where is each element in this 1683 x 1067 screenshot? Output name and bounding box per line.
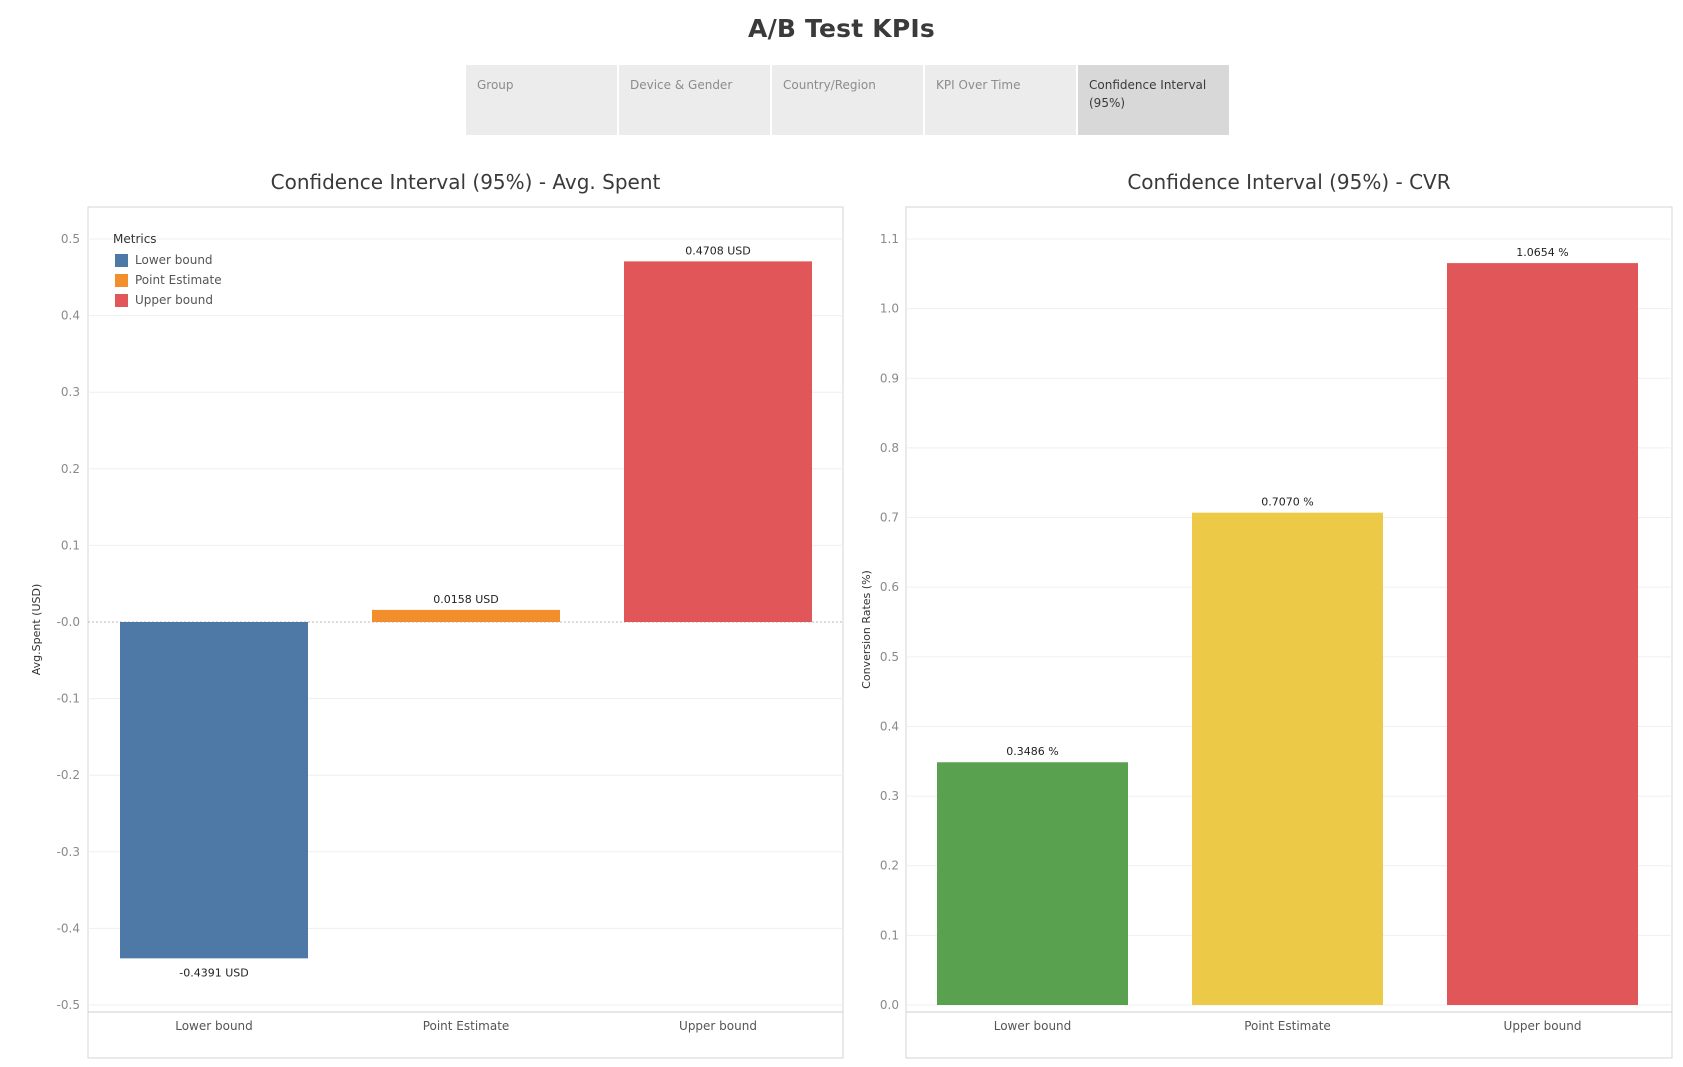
chart-title-avg-spent: Confidence Interval (95%) - Avg. Spent — [270, 170, 661, 194]
y-tick-label: 0.4 — [880, 719, 899, 733]
data-label: 0.3486 % — [1006, 745, 1058, 758]
bar-upper-bound — [1447, 263, 1638, 1005]
legend-swatch — [115, 273, 128, 287]
plot-frame — [87, 206, 844, 1059]
legend-item-point-estimate[interactable]: Point Estimate — [113, 270, 222, 290]
legend-label: Upper bound — [135, 293, 213, 307]
y-tick-label: 1.0 — [880, 302, 899, 316]
y-tick-label: 0.3 — [880, 789, 899, 803]
data-label: 0.4708 USD — [685, 244, 751, 257]
y-tick-label: 0.1 — [61, 538, 80, 552]
x-category-label: Upper bound — [679, 1019, 757, 1033]
x-category-label: Point Estimate — [1244, 1019, 1331, 1033]
y-tick-label: -0.0 — [57, 615, 80, 629]
y-axis-title: Avg.Spent (USD) — [30, 584, 43, 675]
bar-lower-bound — [937, 762, 1128, 1005]
chart-title-cvr: Confidence Interval (95%) - CVR — [1127, 170, 1451, 194]
y-tick-label: 0.8 — [880, 441, 899, 455]
tab-group[interactable]: Group — [466, 65, 617, 135]
tab-device-gender[interactable]: Device & Gender — [619, 65, 770, 135]
y-tick-label: 0.4 — [61, 309, 80, 323]
y-tick-label: 0.9 — [880, 371, 899, 385]
data-label: 1.0654 % — [1516, 246, 1568, 259]
legend-swatch — [115, 253, 128, 267]
x-category-label: Upper bound — [1504, 1019, 1582, 1033]
legend: Metrics Lower bound Point Estimate Upper… — [113, 232, 222, 310]
data-label: 0.0158 USD — [433, 593, 499, 606]
y-tick-label: 0.2 — [880, 859, 899, 873]
x-category-label: Lower bound — [994, 1019, 1072, 1033]
x-category-label: Lower bound — [175, 1019, 253, 1033]
legend-label: Point Estimate — [135, 273, 222, 287]
legend-item-upper-bound[interactable]: Upper bound — [113, 290, 222, 310]
dashboard-tabs: Group Device & Gender Country/Region KPI… — [466, 65, 1229, 135]
legend-swatch — [115, 293, 128, 307]
y-tick-label: -0.4 — [57, 921, 80, 935]
bar-lower-bound — [120, 622, 308, 959]
y-tick-label: 1.1 — [880, 232, 899, 246]
bar-upper-bound — [624, 261, 812, 622]
x-category-label: Point Estimate — [423, 1019, 510, 1033]
y-tick-label: -0.1 — [57, 692, 80, 706]
legend-title: Metrics — [113, 232, 157, 246]
y-tick-label: 0.7 — [880, 511, 899, 525]
y-tick-label: 0.5 — [61, 232, 80, 246]
legend-label: Lower bound — [135, 253, 213, 267]
bar-point-estimate — [1192, 512, 1383, 1005]
legend-item-lower-bound[interactable]: Lower bound — [113, 250, 222, 270]
page-title: A/B Test KPIs — [748, 14, 935, 43]
y-tick-label: -0.3 — [57, 845, 80, 859]
tab-confidence-interval[interactable]: Confidence Interval (95%) — [1078, 65, 1229, 135]
y-tick-label: -0.2 — [57, 768, 80, 782]
data-label: -0.4391 USD — [179, 966, 248, 979]
plot-frame — [905, 206, 1673, 1059]
y-tick-label: 0.2 — [61, 462, 80, 476]
y-tick-label: 0.1 — [880, 928, 899, 942]
data-label: 0.7070 % — [1261, 496, 1313, 509]
y-tick-label: -0.5 — [57, 998, 80, 1012]
y-tick-label: 0.6 — [880, 580, 899, 594]
tab-country-region[interactable]: Country/Region — [772, 65, 923, 135]
bar-point-estimate — [372, 609, 560, 622]
y-axis-title: Conversion Rates (%) — [860, 570, 873, 689]
y-tick-label: 0.0 — [880, 998, 899, 1012]
y-tick-label: 0.5 — [880, 650, 899, 664]
y-tick-label: 0.3 — [61, 385, 80, 399]
tab-kpi-over-time[interactable]: KPI Over Time — [925, 65, 1076, 135]
